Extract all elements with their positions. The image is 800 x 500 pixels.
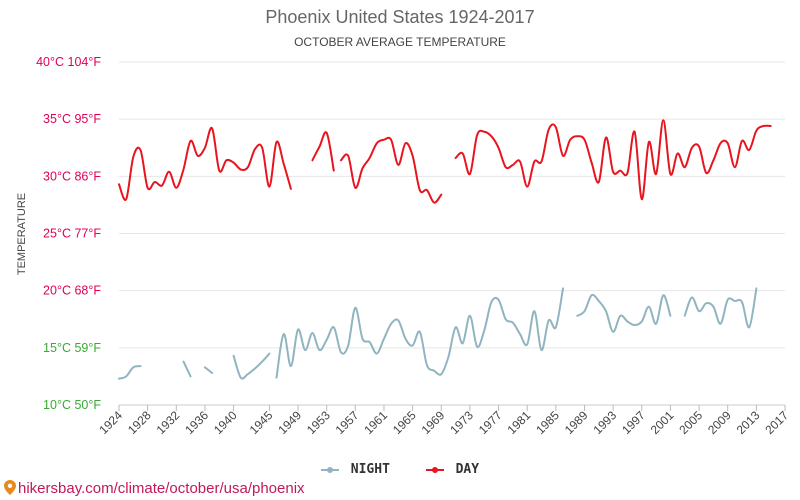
day-line-segment[interactable] (340, 136, 443, 204)
night-line-segment[interactable] (203, 366, 214, 374)
series-day (118, 119, 772, 204)
x-tick-label: 1924 (96, 408, 125, 437)
x-tick-label: 1981 (505, 408, 534, 437)
day-line-segment[interactable] (311, 131, 335, 172)
night-line-segment[interactable] (576, 293, 672, 333)
gridlines (119, 61, 785, 406)
x-tick-label: 1932 (154, 408, 183, 437)
y-axis-label: TEMPERATURE (16, 193, 28, 275)
chart-subtitle: OCTOBER AVERAGE TEMPERATURE (294, 35, 506, 49)
x-tick-label: 1945 (247, 408, 276, 437)
legend-day-label: DAY (455, 462, 480, 477)
x-tick-label: 1973 (447, 408, 476, 437)
y-tick-label: 10°C 50°F (43, 398, 101, 412)
legend-item-day[interactable]: DAY (425, 462, 480, 477)
x-tick-label: 1940 (211, 408, 240, 437)
x-tick-label: 2001 (648, 408, 677, 437)
x-tick-label: 1961 (361, 408, 390, 437)
x-tick-label: 2017 (762, 408, 791, 437)
y-tick-label: 15°C 59°F (43, 341, 101, 355)
y-tick-label: 25°C 77°F (43, 227, 101, 241)
y-tick-label: 20°C 68°F (43, 284, 101, 298)
night-line-segment[interactable] (275, 287, 564, 379)
y-tick-label: 35°C 95°F (43, 112, 101, 126)
night-line-segment[interactable] (683, 287, 758, 329)
x-tick-label: 1953 (304, 408, 333, 437)
y-tick-label: 40°C 104°F (36, 55, 101, 69)
legend: NIGHT DAY (0, 462, 800, 477)
series-night (118, 287, 758, 380)
x-tick-label: 1989 (562, 408, 591, 437)
x-axis-ticks: 1924 1928 1932 1936 1940 1945 1949 1953 1957 1961… (96, 404, 791, 437)
x-tick-label: 1985 (533, 408, 562, 437)
x-tick-label: 1969 (419, 408, 448, 437)
day-line-swatch-icon (425, 466, 444, 473)
x-tick-label: 2013 (734, 408, 763, 437)
night-line-segment[interactable] (182, 360, 192, 378)
night-line-swatch-icon (320, 466, 339, 473)
x-tick-label: 1928 (125, 408, 154, 437)
y-tick-label: 30°C 86°F (43, 169, 101, 183)
day-line-segment[interactable] (454, 119, 772, 201)
night-line-segment[interactable] (118, 365, 142, 380)
source-footer-link[interactable]: hikersbay.com/climate/october/usa/phoeni… (18, 480, 305, 497)
x-tick-label: 1936 (182, 408, 211, 437)
x-tick-label: 2009 (705, 408, 734, 437)
line-chart: 40°C 104°F 35°C 95°F 30°C 86°F 25°C 77°F 20°… (16, 55, 791, 437)
x-tick-label: 1997 (619, 408, 648, 437)
day-line-segment[interactable] (118, 126, 292, 201)
x-tick-label: 1993 (590, 408, 619, 437)
x-tick-label: 1949 (275, 408, 304, 437)
legend-night-label: NIGHT (350, 462, 390, 477)
source-footer[interactable]: hikersbay.com/climate/october/usa/phoeni… (4, 480, 305, 497)
legend-item-night[interactable]: NIGHT (320, 462, 390, 477)
x-tick-label: 1965 (390, 408, 419, 437)
y-axis-ticks: 40°C 104°F 35°C 95°F 30°C 86°F 25°C 77°F 20°… (36, 55, 101, 412)
x-tick-label: 2005 (676, 408, 705, 437)
night-line-segment[interactable] (232, 352, 271, 380)
x-tick-label: 1957 (333, 408, 362, 437)
x-tick-label: 1977 (476, 408, 505, 437)
chart-title: Phoenix United States 1924-2017 (265, 7, 535, 27)
map-pin-icon (4, 480, 16, 495)
series-lines (118, 119, 772, 380)
